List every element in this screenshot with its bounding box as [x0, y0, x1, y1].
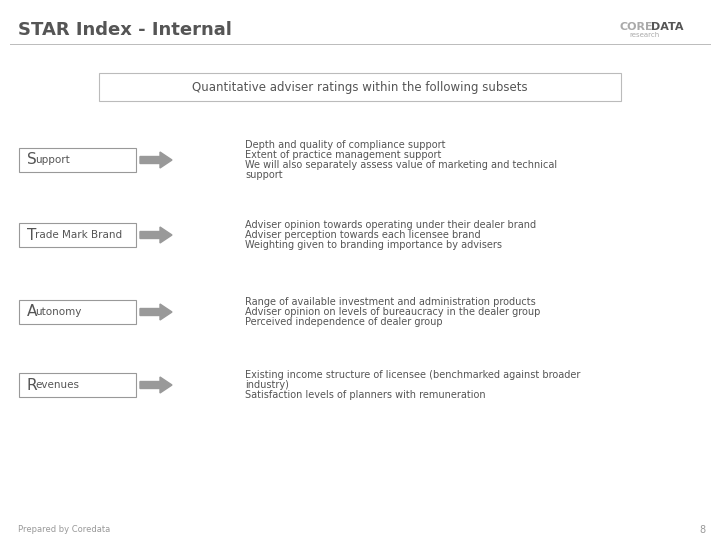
- Text: CORE: CORE: [620, 22, 654, 32]
- Text: Weighting given to branding importance by advisers: Weighting given to branding importance b…: [245, 240, 502, 250]
- Text: Existing income structure of licensee (benchmarked against broader: Existing income structure of licensee (b…: [245, 370, 580, 380]
- FancyBboxPatch shape: [19, 148, 136, 172]
- Text: Adviser opinion towards operating under their dealer brand: Adviser opinion towards operating under …: [245, 220, 536, 230]
- Text: Prepared by Coredata: Prepared by Coredata: [18, 525, 110, 535]
- Text: Depth and quality of compliance support: Depth and quality of compliance support: [245, 140, 446, 150]
- Text: research: research: [630, 32, 660, 38]
- Polygon shape: [140, 227, 172, 243]
- Text: support: support: [245, 170, 283, 180]
- Text: STAR Index - Internal: STAR Index - Internal: [18, 21, 232, 39]
- Text: industry): industry): [245, 380, 289, 390]
- Text: Satisfaction levels of planners with remuneration: Satisfaction levels of planners with rem…: [245, 390, 485, 400]
- Text: 8: 8: [699, 525, 705, 535]
- FancyBboxPatch shape: [19, 373, 136, 397]
- Text: Perceived independence of dealer group: Perceived independence of dealer group: [245, 317, 443, 327]
- Text: R: R: [27, 377, 37, 393]
- Text: A: A: [27, 305, 37, 320]
- FancyBboxPatch shape: [99, 73, 621, 101]
- Text: Range of available investment and administration products: Range of available investment and admini…: [245, 297, 536, 307]
- Text: We will also separately assess value of marketing and technical: We will also separately assess value of …: [245, 160, 557, 170]
- Text: Adviser perception towards each licensee brand: Adviser perception towards each licensee…: [245, 230, 481, 240]
- Text: T: T: [27, 227, 37, 242]
- Text: DATA: DATA: [651, 22, 683, 32]
- Text: upport: upport: [35, 155, 70, 165]
- Text: Extent of practice management support: Extent of practice management support: [245, 150, 441, 160]
- Text: rade Mark Brand: rade Mark Brand: [35, 230, 122, 240]
- Text: Quantitative adviser ratings within the following subsets: Quantitative adviser ratings within the …: [192, 80, 528, 93]
- FancyBboxPatch shape: [19, 223, 136, 247]
- Polygon shape: [140, 377, 172, 393]
- FancyBboxPatch shape: [19, 300, 136, 324]
- Text: Adviser opinion on levels of bureaucracy in the dealer group: Adviser opinion on levels of bureaucracy…: [245, 307, 541, 317]
- Text: evenues: evenues: [35, 380, 79, 390]
- Polygon shape: [140, 152, 172, 168]
- Text: S: S: [27, 152, 37, 167]
- Text: utonomy: utonomy: [35, 307, 81, 317]
- Polygon shape: [140, 304, 172, 320]
